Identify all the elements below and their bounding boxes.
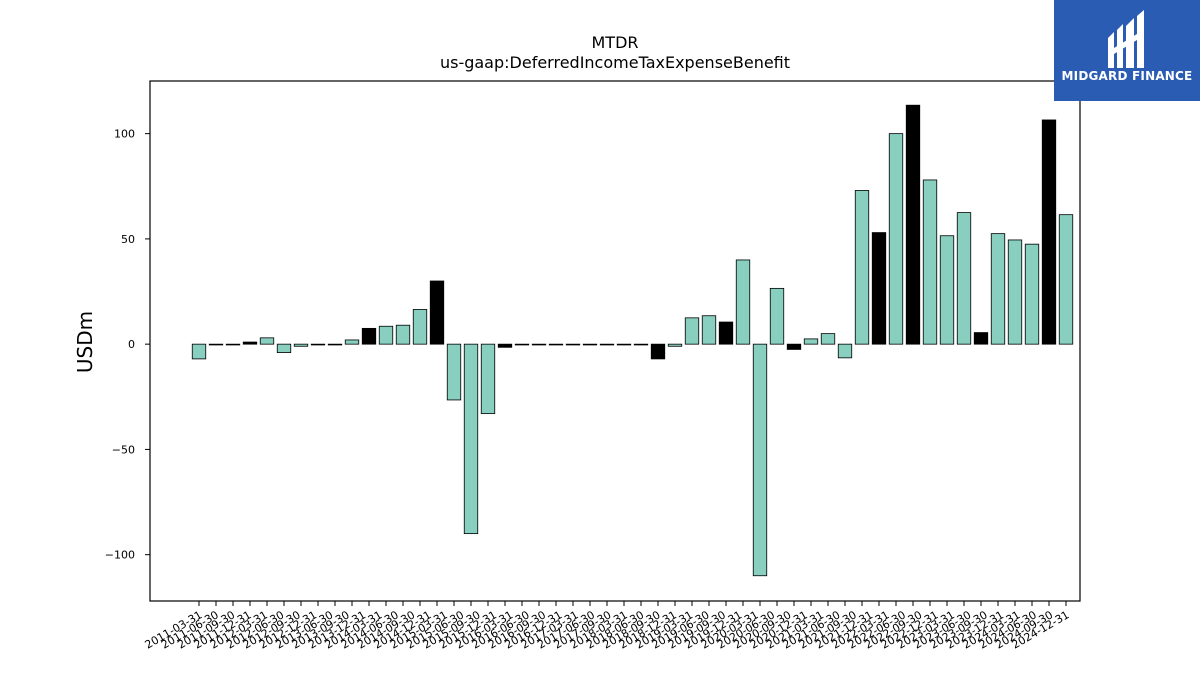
bar-2016-09-30 (565, 343, 581, 346)
bar-2017-03-31 (599, 343, 615, 346)
bar-2021-06-30 (888, 133, 904, 345)
bar-2022-06-30 (956, 212, 972, 345)
bar-2019-03-31 (735, 259, 751, 345)
midgard-logo-icon (1108, 10, 1144, 68)
bars (191, 104, 1074, 577)
y-tick-label: −50 (112, 443, 135, 456)
bar-2018-09-30 (701, 315, 717, 345)
brand-logo: MIDGARD FINANCE (1054, 0, 1200, 101)
bar-2015-12-31 (514, 343, 530, 346)
bar-2011-06-30 (208, 343, 224, 346)
bar-2017-12-31 (650, 343, 666, 360)
bar-2022-09-30 (973, 332, 989, 345)
bar-2014-06-30 (412, 309, 428, 345)
bar-2022-03-31 (939, 235, 955, 345)
chart-title: MTDR (591, 33, 638, 52)
bar-2021-09-30 (905, 104, 921, 345)
y-tick-label: 50 (121, 233, 135, 246)
plot-frame (149, 80, 1081, 602)
bar-2014-09-30 (429, 280, 445, 345)
bar-2020-06-30 (820, 333, 836, 345)
bar-2023-12-31 (1058, 214, 1074, 345)
bar-2017-09-30 (633, 343, 649, 346)
bar-2015-09-30 (497, 343, 513, 348)
bar-2023-09-30 (1041, 119, 1057, 345)
bar-2014-12-31 (446, 343, 462, 401)
bar-2018-12-31 (718, 321, 734, 345)
brand-name: MIDGARD FINANCE (1061, 69, 1193, 83)
bar-2015-06-30 (480, 343, 496, 415)
bar-2021-12-31 (922, 179, 938, 345)
bar-2023-06-30 (1024, 243, 1040, 345)
bar-2011-12-31 (242, 341, 258, 345)
bar-2023-03-31 (1007, 239, 1023, 345)
bar-2013-12-31 (378, 325, 394, 345)
y-axis-label: USDm (73, 311, 97, 373)
bar-2013-06-30 (344, 339, 360, 345)
bar-2016-03-31 (531, 343, 547, 346)
bar-2021-03-31 (871, 232, 887, 345)
bar-2016-06-30 (548, 343, 564, 346)
bar-2012-09-30 (293, 343, 309, 347)
bar-2012-03-31 (259, 337, 275, 345)
bar-2015-03-31 (463, 343, 479, 535)
bar-2018-03-31 (667, 343, 683, 347)
bar-2011-03-31 (191, 343, 207, 360)
y-tick-label: −100 (105, 549, 135, 562)
bar-2012-12-31 (310, 343, 326, 346)
bar-2022-12-31 (990, 233, 1006, 345)
bar-2020-12-31 (854, 190, 870, 345)
bar-2019-12-31 (786, 343, 802, 350)
bar-2014-03-31 (395, 324, 411, 345)
chart-subtitle: us-gaap:DeferredIncomeTaxExpenseBenefit (440, 53, 790, 72)
bar-2020-09-30 (837, 343, 853, 359)
bar-2020-03-31 (803, 338, 819, 345)
bar-2017-06-30 (616, 343, 632, 346)
y-axis: −100 −50 0 50 100 (105, 128, 150, 562)
bar-2013-09-30 (361, 327, 377, 345)
bar-2013-03-31 (327, 343, 343, 346)
y-tick-label: 0 (128, 338, 135, 351)
bar-2011-09-30 (225, 343, 241, 346)
bar-2016-12-31 (582, 343, 598, 346)
y-tick-label: 100 (114, 128, 135, 141)
x-axis: 2011-03-312011-06-302011-09-302011-12-31… (143, 601, 1072, 652)
bar-2019-09-30 (769, 287, 785, 345)
bar-2018-06-30 (684, 317, 700, 345)
bar-2012-06-30 (276, 343, 292, 353)
bar-2019-06-30 (752, 343, 768, 577)
